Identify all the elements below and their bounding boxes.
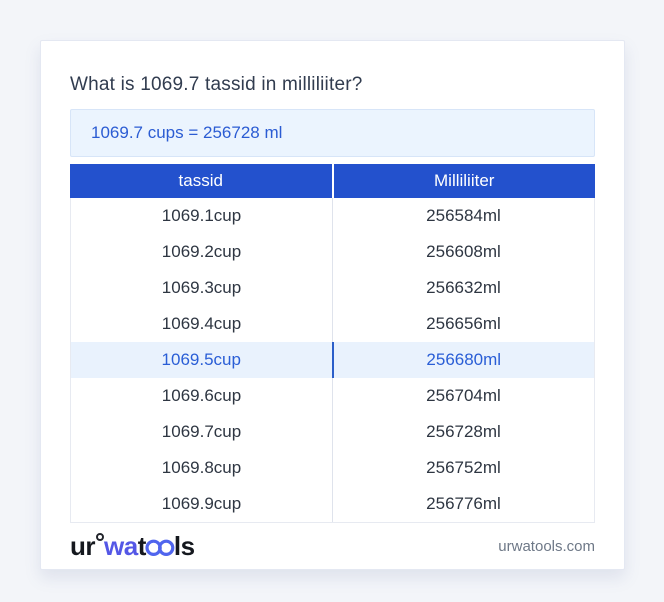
table-row[interactable]: 1069.2cup 256608ml	[71, 234, 594, 270]
cell-tassid: 1069.1cup	[161, 206, 242, 225]
logo-text-ur: ur	[70, 531, 96, 561]
table-header-row: tassid Milliliiter	[70, 164, 595, 198]
conversion-summary-box: 1069.7 cups = 256728 ml	[70, 109, 595, 157]
table-row[interactable]: 1069.1cup 256584ml	[71, 198, 594, 234]
cell-tassid: 1069.4cup	[161, 314, 242, 333]
cell-milliliter: 256680ml	[331, 342, 595, 378]
cell-tassid: 1069.3cup	[161, 278, 242, 297]
conversion-table: tassid Milliliiter 1069.1cup 256584ml 10…	[70, 164, 595, 523]
cell-milliliter: 256584ml	[332, 198, 594, 234]
cell-tassid: 1069.5cup	[161, 350, 241, 369]
table-body: 1069.1cup 256584ml 1069.2cup 256608ml 10…	[70, 198, 595, 523]
cell-milliliter: 256656ml	[332, 306, 594, 342]
table-row[interactable]: 1069.3cup 256632ml	[71, 270, 594, 306]
cell-milliliter: 256608ml	[332, 234, 594, 270]
table-row[interactable]: 1069.8cup 256752ml	[71, 450, 594, 486]
cell-milliliter: 256704ml	[332, 378, 594, 414]
cell-tassid: 1069.8cup	[161, 458, 242, 477]
cell-milliliter: 256752ml	[332, 450, 594, 486]
linked-oo-icon	[145, 539, 175, 557]
logo-text-wa: wa	[104, 531, 138, 561]
ring-icon	[96, 533, 104, 541]
cell-tassid: 1069.9cup	[161, 494, 242, 513]
conversion-card: What is 1069.7 tassid in milliliiter? 10…	[40, 40, 625, 570]
column-header-tassid: tassid	[70, 164, 332, 198]
column-header-milliliter: Milliliiter	[333, 164, 595, 198]
cell-milliliter: 256632ml	[332, 270, 594, 306]
table-row[interactable]: 1069.9cup 256776ml	[71, 486, 594, 522]
site-label: urwatools.com	[498, 538, 595, 555]
table-row[interactable]: 1069.5cup 256680ml	[71, 342, 594, 378]
page-title: What is 1069.7 tassid in milliliiter?	[70, 74, 363, 95]
logo-text-ls: ls	[173, 531, 195, 561]
table-row[interactable]: 1069.7cup 256728ml	[71, 414, 594, 450]
cell-milliliter: 256728ml	[332, 414, 594, 450]
card-footer: ur wat ls urwatools.com	[70, 523, 595, 570]
cell-tassid: 1069.7cup	[161, 422, 242, 441]
cell-milliliter: 256776ml	[332, 486, 594, 522]
cell-tassid: 1069.2cup	[161, 242, 242, 261]
conversion-summary-text: 1069.7 cups = 256728 ml	[91, 123, 283, 142]
table-row[interactable]: 1069.4cup 256656ml	[71, 306, 594, 342]
logo-text-t: t	[137, 531, 147, 561]
table-row[interactable]: 1069.6cup 256704ml	[71, 378, 594, 414]
cell-tassid: 1069.6cup	[161, 386, 242, 405]
urwatools-logo[interactable]: ur wat ls	[70, 531, 195, 562]
